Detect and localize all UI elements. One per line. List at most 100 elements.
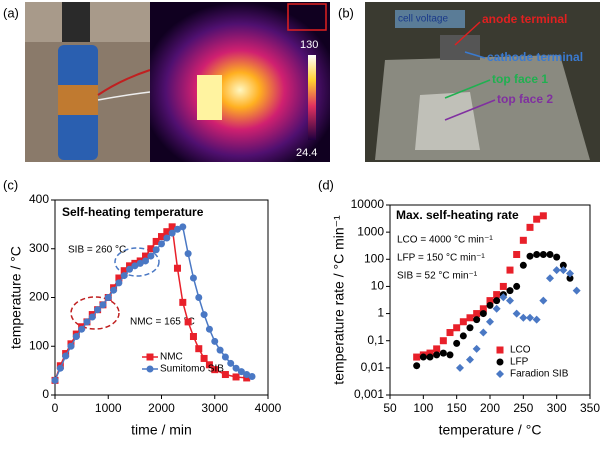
marker	[492, 304, 501, 313]
label-cathode: cathode terminal	[487, 50, 583, 64]
label-cell-voltage: cell voltage	[398, 14, 448, 25]
marker	[67, 342, 75, 350]
x-tick-label: 4000	[255, 401, 282, 415]
x-tick-label: 350	[580, 401, 600, 415]
marker	[83, 318, 91, 326]
marker	[184, 318, 192, 326]
x-tick-label: 2000	[148, 401, 175, 415]
marker	[446, 329, 454, 337]
marker	[479, 310, 487, 318]
highlight	[70, 296, 120, 330]
marker	[232, 373, 240, 381]
marker	[195, 294, 203, 301]
legend-label: LFP	[510, 357, 529, 368]
marker	[539, 212, 547, 220]
marker	[189, 333, 197, 340]
marker	[72, 333, 80, 340]
legend-label: NMC	[160, 352, 183, 363]
marker	[126, 265, 134, 273]
marker	[56, 364, 64, 372]
marker	[426, 353, 434, 361]
marker	[526, 223, 534, 231]
marker	[439, 349, 447, 357]
label-top-face-2: top face 2	[497, 92, 553, 106]
marker	[211, 337, 219, 345]
marker	[88, 313, 96, 321]
y-tick-label: 100	[364, 251, 384, 265]
marker	[453, 339, 461, 347]
marker	[466, 314, 474, 322]
marker	[173, 225, 181, 233]
marker	[115, 274, 123, 282]
annotation: SIB = 260 °C	[68, 245, 126, 256]
marker	[539, 296, 548, 305]
panel-label: (c)	[3, 177, 18, 192]
y-tick-label: 100	[29, 338, 49, 352]
marker	[413, 353, 421, 361]
x-tick-label: 0	[52, 401, 59, 415]
marker	[189, 274, 197, 282]
x-tick-label: 200	[480, 401, 500, 415]
marker	[104, 294, 112, 301]
panel-label: (a)	[3, 5, 19, 20]
marker	[566, 274, 574, 282]
marker	[163, 228, 171, 236]
x-tick-label: 250	[513, 401, 533, 415]
marker	[526, 252, 534, 260]
marker	[173, 264, 181, 272]
marker	[179, 223, 187, 231]
marker	[539, 251, 547, 259]
marker	[200, 354, 208, 362]
marker	[248, 372, 256, 380]
marker	[506, 287, 514, 295]
y-tick-label: 10	[371, 279, 385, 293]
marker	[179, 298, 187, 306]
annotation: LCO = 4000 °C min⁻¹	[397, 235, 493, 246]
panel-label: (d)	[318, 177, 334, 192]
marker	[572, 286, 581, 295]
marker	[216, 346, 224, 354]
photo-a	[25, 2, 330, 162]
photo-b	[365, 2, 600, 162]
marker	[533, 215, 541, 223]
marker	[506, 266, 514, 274]
marker	[546, 251, 554, 259]
marker	[221, 353, 229, 361]
marker	[546, 274, 554, 283]
marker	[486, 301, 494, 309]
marker	[433, 345, 441, 353]
marker	[200, 311, 208, 319]
marker	[559, 261, 567, 269]
marker	[211, 366, 219, 374]
scale-min: 24.4	[296, 147, 317, 159]
x-tick-label: 150	[447, 401, 467, 415]
legend-label: LCO	[510, 345, 531, 356]
marker	[486, 317, 494, 326]
y-tick-label: 0,1	[367, 333, 384, 347]
marker	[493, 297, 501, 305]
legend-marker	[496, 346, 504, 354]
marker	[227, 359, 235, 367]
marker	[110, 286, 118, 294]
marker	[533, 251, 541, 259]
marker	[94, 306, 102, 314]
chart-title: Self-heating temperature	[62, 205, 204, 219]
marker	[499, 282, 507, 290]
marker	[553, 253, 561, 261]
legend-label: Sumitomo SIB	[160, 364, 224, 375]
y-tick-label: 1	[377, 306, 384, 320]
y-tick-label: 300	[29, 241, 49, 255]
panel-label: (b)	[338, 5, 354, 20]
y-tick-label: 400	[29, 192, 49, 206]
marker	[433, 351, 441, 359]
marker	[446, 351, 454, 359]
y-axis-label: temperature rate / °C min⁻¹	[331, 215, 347, 385]
annotation: SIB = 52 °C min⁻¹	[397, 271, 478, 282]
marker	[513, 251, 521, 259]
marker	[419, 353, 427, 361]
marker	[142, 252, 150, 260]
annotation: LFP = 150 °C min⁻¹	[397, 253, 485, 264]
marker	[453, 324, 461, 332]
marker	[473, 316, 481, 324]
x-tick-label: 100	[413, 401, 433, 415]
